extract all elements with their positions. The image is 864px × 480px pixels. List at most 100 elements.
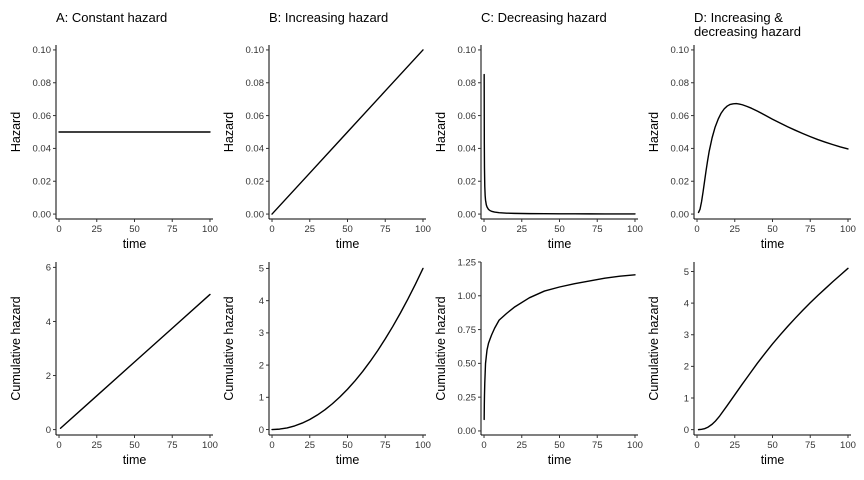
x-tick-label: 50 (342, 440, 353, 451)
x-tick-label: 100 (202, 440, 218, 451)
series-line (483, 73, 636, 215)
x-tick-label: 25 (729, 224, 740, 235)
x-tick-label: 50 (129, 440, 140, 451)
y-tick-label: 6 (46, 263, 51, 274)
y-tick-label: 0.00 (458, 426, 477, 437)
y-tick-label: 4 (46, 317, 51, 328)
x-tick-label: 75 (380, 224, 391, 235)
y-axis-title: Hazard (434, 112, 448, 152)
y-tick-label: 0.04 (671, 144, 690, 155)
x-tick-label: 25 (729, 440, 740, 451)
y-tick-label: 0.02 (671, 177, 690, 188)
y-tick-label: 5 (684, 267, 689, 278)
x-tick-label: 0 (269, 224, 274, 235)
y-axis-title: Hazard (222, 112, 236, 152)
x-tick-label: 0 (481, 440, 486, 451)
panel-title: D: Increasing & decreasing hazard (694, 10, 801, 39)
y-axis-title: Cumulative hazard (434, 296, 448, 400)
series-line (59, 293, 211, 429)
panel-8: 0 25 50 75 100 0 1 2 3 4 5 time Cumulative hazard (647, 262, 856, 467)
y-axis-title: Hazard (9, 112, 23, 152)
x-tick-label: 75 (592, 440, 603, 451)
y-tick-label: 0.25 (458, 392, 477, 403)
y-tick-label: 0.06 (458, 111, 477, 122)
x-tick-label: 25 (304, 440, 315, 451)
y-tick-label: 2 (259, 360, 264, 371)
y-tick-label: 0.06 (671, 111, 690, 122)
x-axis-title: time (123, 237, 147, 251)
x-axis-title: time (761, 237, 785, 251)
y-tick-label: 3 (684, 330, 689, 341)
x-tick-label: 50 (767, 440, 778, 451)
x-tick-label: 75 (592, 224, 603, 235)
x-tick-label: 50 (554, 440, 565, 451)
x-tick-label: 25 (304, 224, 315, 235)
x-tick-label: 0 (269, 440, 274, 451)
x-tick-label: 50 (767, 224, 778, 235)
y-tick-label: 4 (259, 296, 264, 307)
y-tick-label: 0.00 (671, 209, 690, 220)
y-tick-label: 2 (684, 362, 689, 373)
y-tick-label: 0.06 (246, 111, 265, 122)
y-tick-label: 0.75 (458, 325, 477, 336)
y-tick-label: 0.50 (458, 359, 477, 370)
series-line (697, 102, 849, 214)
series-line (483, 274, 636, 421)
x-tick-label: 0 (56, 224, 61, 235)
y-tick-label: 0.00 (33, 209, 52, 220)
y-tick-label: 0.10 (246, 45, 265, 56)
panel-title: A: Constant hazard (56, 10, 167, 25)
x-tick-label: 100 (840, 224, 856, 235)
y-axis-title: Cumulative hazard (222, 296, 236, 400)
y-tick-label: 4 (684, 298, 689, 309)
y-tick-label: 0.04 (458, 144, 477, 155)
x-axis-title: time (123, 453, 147, 467)
y-tick-label: 0.02 (246, 177, 265, 188)
y-tick-label: 1 (259, 393, 264, 404)
y-tick-label: 0.04 (33, 144, 52, 155)
y-tick-label: 5 (259, 264, 264, 275)
x-tick-label: 100 (415, 224, 431, 235)
y-tick-label: 0.06 (33, 111, 52, 122)
y-tick-label: 0.10 (33, 45, 52, 56)
x-tick-label: 0 (481, 224, 486, 235)
x-tick-label: 50 (554, 224, 565, 235)
series-line (271, 49, 424, 215)
x-tick-label: 50 (342, 224, 353, 235)
x-tick-label: 0 (694, 224, 699, 235)
panel-2: B: Increasing hazard 0 25 50 75 100 0.00 0.02 0.… (222, 10, 431, 251)
x-tick-label: 25 (516, 440, 527, 451)
y-tick-label: 2 (46, 371, 51, 382)
x-tick-label: 100 (415, 440, 431, 451)
x-tick-label: 0 (694, 440, 699, 451)
y-tick-label: 0.08 (246, 78, 265, 89)
panel-4: D: Increasing & decreasing hazard 0 25 50 75 1… (647, 10, 856, 251)
x-axis-title: time (336, 237, 360, 251)
y-tick-label: 0.10 (458, 45, 477, 56)
x-tick-label: 75 (380, 440, 391, 451)
y-tick-label: 0.00 (246, 209, 265, 220)
y-axis-title: Cumulative hazard (9, 296, 23, 400)
y-tick-label: 1.00 (458, 291, 477, 302)
y-tick-label: 1 (684, 393, 689, 404)
y-tick-label: 0.10 (671, 45, 690, 56)
y-axis-title: Cumulative hazard (647, 296, 661, 400)
y-tick-label: 0.02 (458, 177, 477, 188)
panel-3: C: Decreasing hazard 0 25 50 75 100 0.00 0.02 0.… (434, 10, 643, 251)
panel-5: 0 25 50 75 100 0 2 4 6 time Cumulative hazard (9, 262, 218, 467)
x-tick-label: 100 (840, 440, 856, 451)
y-tick-label: 0.02 (33, 177, 52, 188)
series-line (697, 267, 849, 431)
y-tick-label: 0.04 (246, 144, 265, 155)
panel-1: A: Constant hazard 0 25 50 75 100 0.00 0.02 0.04… (9, 10, 218, 251)
panel-7: 0 25 50 75 100 0.00 0.25 0.50 0.75 1.00 1.25 time Cu… (434, 257, 643, 467)
x-tick-label: 75 (805, 440, 816, 451)
y-tick-label: 0 (684, 425, 689, 436)
x-axis-title: time (548, 453, 572, 467)
y-tick-label: 0.08 (458, 78, 477, 89)
x-tick-label: 75 (167, 224, 178, 235)
y-axis-title: Hazard (647, 112, 661, 152)
x-axis-title: time (761, 453, 785, 467)
x-tick-label: 100 (202, 224, 218, 235)
